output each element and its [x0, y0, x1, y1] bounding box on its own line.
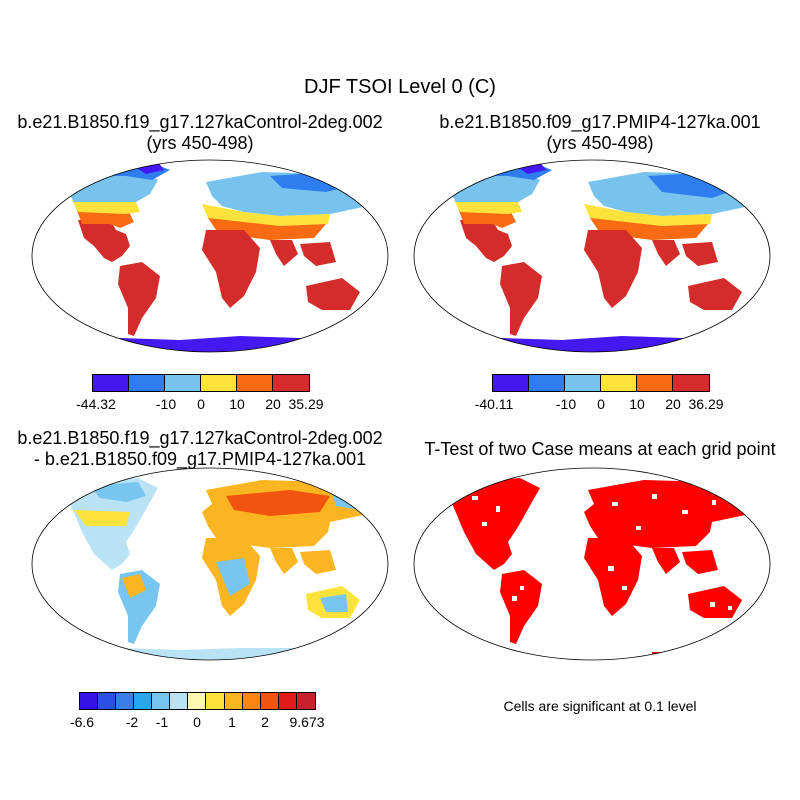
- cb1-tick: 20: [265, 396, 281, 412]
- colorbar-swatch: [134, 693, 153, 709]
- colorbar-swatch: [242, 693, 261, 709]
- colorbar-swatch: [116, 693, 135, 709]
- australia: [688, 278, 742, 310]
- map-panel-ttest: [413, 467, 771, 661]
- cb1-tick: 10: [229, 396, 245, 412]
- significance-note: Cells are significant at 0.1 level: [503, 698, 697, 714]
- south-america-diff-warm: [122, 574, 146, 598]
- colorbar-swatch: [636, 375, 673, 391]
- cb3-tick: 0: [193, 714, 201, 730]
- non-significant-cells: [472, 494, 732, 610]
- antarctica: [442, 336, 752, 352]
- cb2-tick: -10: [555, 396, 577, 412]
- colorbar-swatch: [260, 693, 279, 709]
- eurasia-signif: [584, 480, 752, 548]
- panel-1-title-line2: (yrs 450-498): [146, 133, 254, 153]
- panel-1-title-line1: b.e21.B1850.f19_g17.127kaControl-2deg.00…: [17, 112, 383, 132]
- colorbar-swatch: [98, 693, 117, 709]
- cb2-tick: 0: [597, 396, 605, 412]
- north-america-cool: [72, 200, 140, 214]
- colorbar-panel-1: [92, 374, 310, 392]
- south-america: [118, 262, 160, 336]
- africa: [202, 230, 260, 308]
- panel-4-title: T-Test of two Case means at each grid po…: [424, 439, 776, 459]
- cb3-tick: 2: [261, 714, 269, 730]
- antarctica-signif: [472, 652, 712, 660]
- cb2-tick-max: 36.29: [688, 396, 724, 412]
- cb3-tick: -2: [125, 714, 139, 730]
- panel-2-title: b.e21.B1850.f09_g17.PMIP4-127ka.001 (yrs…: [400, 112, 800, 154]
- south-asia-signif: [652, 548, 718, 574]
- colorbar-panel-3: [79, 692, 316, 710]
- cb3-tick-max: 9.673: [289, 714, 325, 730]
- cb3-tick: 1: [228, 714, 236, 730]
- africa: [584, 230, 642, 308]
- australia: [306, 278, 360, 310]
- panel-2-title-line2: (yrs 450-498): [546, 133, 654, 153]
- cb3-tick: -1: [155, 714, 169, 730]
- colorbar-swatch: [236, 375, 273, 391]
- colorbar-swatch: [128, 375, 165, 391]
- colorbar-swatch: [278, 693, 297, 709]
- colorbar-swatch: [528, 375, 565, 391]
- cb1-tick-min: -44.32: [76, 396, 116, 412]
- figure-title: DJF TSOI Level 0 (C): [304, 76, 496, 98]
- map-panel-pmip4: [413, 159, 771, 353]
- colorbar-swatch: [200, 375, 237, 391]
- colorbar-swatch: [296, 693, 315, 709]
- cb2-tick-min: -40.11: [474, 396, 514, 412]
- panel-3-title: b.e21.B1850.f19_g17.127kaControl-2deg.00…: [0, 428, 400, 470]
- north-america-diff-warm: [74, 510, 130, 526]
- colorbar-swatch: [152, 693, 171, 709]
- north-america-signif: [448, 478, 540, 570]
- colorbar-swatch: [164, 375, 201, 391]
- map-boundary: [413, 467, 771, 661]
- map-panel-difference: [31, 467, 389, 661]
- australia-diff-cool: [320, 594, 348, 612]
- south-america: [500, 262, 542, 336]
- north-america-cool: [454, 200, 522, 214]
- cb1-tick: -10: [155, 396, 177, 412]
- panel-2-title-line1: b.e21.B1850.f09_g17.PMIP4-127ka.001: [439, 112, 761, 132]
- eurasia-mild: [584, 204, 712, 226]
- africa-diff-cool: [216, 558, 250, 596]
- map-boundary: [413, 159, 771, 353]
- south-asia-diff: [270, 548, 336, 574]
- colorbar-panel-2: [492, 374, 710, 392]
- map-panel-control: [31, 159, 389, 353]
- map-boundary: [31, 159, 389, 353]
- colorbar-swatch: [672, 375, 709, 391]
- colorbar-swatch: [272, 375, 309, 391]
- colorbar-swatch: [188, 693, 207, 709]
- colorbar-swatch: [224, 693, 243, 709]
- africa-signif: [584, 538, 642, 616]
- eurasia-diff-hot: [226, 490, 330, 516]
- colorbar-swatch: [493, 375, 529, 391]
- cb2-tick: 20: [665, 396, 681, 412]
- cb2-tick: 10: [629, 396, 645, 412]
- north-america-warm: [78, 220, 130, 262]
- colorbar-swatch: [80, 693, 99, 709]
- cb3-tick-min: -6.6: [69, 714, 95, 730]
- cb1-tick: 0: [197, 396, 205, 412]
- south-america-signif: [500, 570, 542, 644]
- colorbar-swatch: [600, 375, 637, 391]
- colorbar-swatch: [206, 693, 225, 709]
- cb1-tick-max: 35.29: [288, 396, 324, 412]
- north-america-warm: [460, 220, 512, 262]
- colorbar-swatch: [564, 375, 601, 391]
- panel-1-title: b.e21.B1850.f19_g17.127kaControl-2deg.00…: [0, 112, 400, 154]
- south-asia: [652, 240, 718, 266]
- eurasia-mild: [202, 204, 330, 226]
- panel-3-title-line2: - b.e21.B1850.f09_g17.PMIP4-127ka.001: [33, 449, 367, 469]
- colorbar-swatch: [170, 693, 189, 709]
- colorbar-swatch: [93, 375, 129, 391]
- panel-3-title-line1: b.e21.B1850.f19_g17.127kaControl-2deg.00…: [17, 428, 383, 448]
- map-boundary: [31, 467, 389, 661]
- south-asia: [270, 240, 336, 266]
- antarctica: [60, 336, 370, 352]
